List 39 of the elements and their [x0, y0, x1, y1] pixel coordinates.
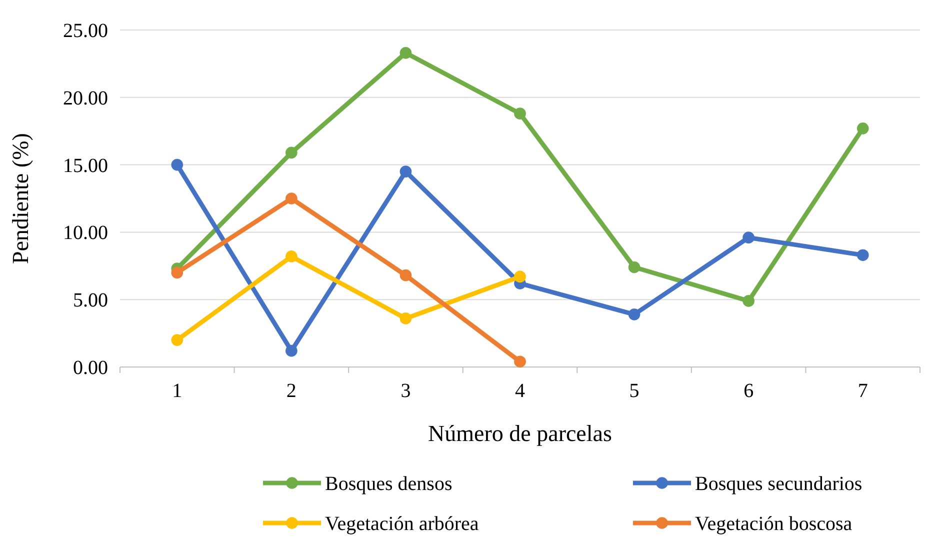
legend-label: Bosques secundarios [695, 473, 862, 495]
point [742, 295, 754, 307]
x-axis-title: Número de parcelas [428, 421, 612, 446]
y-tick-label: 5.00 [73, 290, 108, 312]
legend-label: Bosques densos [325, 473, 452, 495]
y-tick-label: 15.00 [63, 154, 108, 177]
point [742, 232, 754, 244]
y-axis-title: Pendiente (%) [8, 133, 33, 264]
point [514, 108, 526, 120]
legend-label: Vegetación boscosa [695, 513, 852, 535]
point [628, 261, 640, 274]
legend-label: Vegetación arbórea [325, 513, 479, 535]
point [286, 192, 298, 204]
point [171, 266, 184, 279]
point [286, 146, 298, 159]
point [171, 158, 184, 171]
x-tick-label: 3 [400, 380, 411, 402]
y-tick-label: 0.00 [73, 357, 108, 379]
point [856, 122, 869, 134]
x-tick-label: 5 [629, 380, 640, 402]
point [286, 344, 298, 357]
x-tick-label: 4 [515, 380, 525, 402]
y-tick-label: 20.00 [63, 87, 108, 110]
point [286, 250, 298, 262]
point [856, 249, 869, 262]
y-tick-label: 10.00 [63, 222, 108, 244]
point [400, 269, 412, 282]
point [514, 270, 526, 283]
x-tick-label: 6 [744, 380, 754, 402]
x-tick-label: 1 [172, 380, 182, 402]
point [400, 47, 412, 59]
x-tick-label: 2 [286, 380, 296, 402]
point [628, 308, 640, 320]
point [514, 356, 526, 368]
x-tick-label: 7 [858, 380, 868, 402]
point [400, 166, 412, 178]
point [400, 312, 412, 324]
y-tick-label: 25.00 [63, 20, 108, 42]
point [171, 334, 184, 346]
